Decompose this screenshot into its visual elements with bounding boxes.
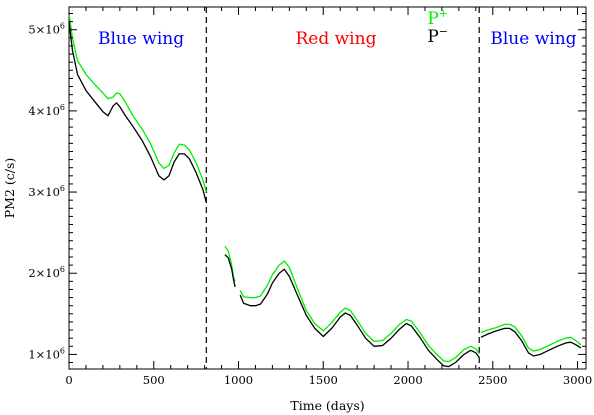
wing-annotations: Blue wing Red wing Blue wing: [98, 29, 577, 49]
series-layer: [68, 13, 582, 368]
x-tick-label: 1000: [224, 373, 253, 387]
series-p_plus-segment-1: [224, 246, 236, 282]
annotation-1: Red wing: [295, 29, 376, 49]
series-p_minus-segment-2: [239, 268, 480, 368]
legend-entry-1: P−: [427, 25, 448, 47]
y-axis-ticks: 1×106 2×106 3×106 4×106 5×106: [28, 12, 586, 364]
series-p_plus-segment-2: [239, 260, 480, 363]
x-axis-title: Time (days): [290, 398, 364, 413]
series-p_minus-segment-0: [68, 21, 207, 203]
annotation-0: Blue wing: [98, 29, 184, 49]
reference-lines: [205, 7, 480, 369]
x-tick-label: 1500: [309, 373, 338, 387]
x-tick-label: 3000: [563, 373, 592, 387]
series-p_plus: [68, 13, 582, 363]
x-tick-label: 2500: [478, 373, 507, 387]
legend-entry-0: P+: [427, 7, 448, 29]
x-tick-label: 2000: [393, 373, 422, 387]
x-axis-ticks: 0 500 1000 1500 2000 2500 3000: [65, 7, 592, 387]
y-tick-label: 5×106: [28, 22, 65, 37]
y-axis-title: PM2 (c/s): [2, 158, 17, 219]
series-p_plus-segment-0: [68, 13, 207, 193]
series-p_minus-segment-3: [480, 327, 582, 357]
legend: P+P−: [427, 7, 448, 47]
x-tick-label: 500: [143, 373, 165, 387]
y-tick-label: 3×106: [28, 184, 65, 199]
plot-frame: [68, 6, 587, 370]
y-tick-label: 1×106: [28, 346, 65, 361]
x-tick-label: 0: [65, 373, 72, 387]
y-tick-label: 2×106: [28, 265, 65, 280]
annotation-2: Blue wing: [490, 29, 576, 49]
series-p_minus: [68, 21, 582, 368]
series-p_minus-segment-1: [224, 254, 236, 288]
series-p_plus-segment-3: [480, 323, 582, 352]
y-tick-label: 4×106: [28, 103, 65, 118]
